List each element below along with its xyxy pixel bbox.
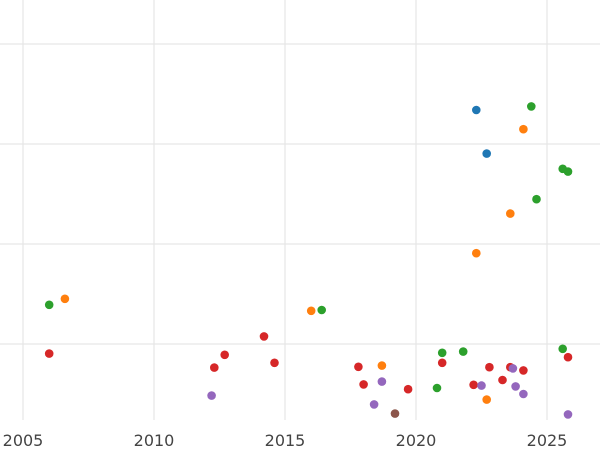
data-point-orange [306, 306, 316, 316]
data-point-purple [508, 364, 518, 373]
x-tick-labels: 2005 2010 2015 2020 2025 [3, 431, 568, 450]
data-point-orange [482, 395, 492, 404]
x-tick-label: 2025 [527, 431, 568, 450]
x-tick-label: 2005 [3, 431, 44, 450]
data-point-purple [563, 410, 573, 419]
data-point-orange [519, 124, 528, 134]
data-point-red [519, 366, 528, 375]
x-tick-label: 2010 [134, 431, 175, 450]
data-point-purple [519, 389, 528, 399]
data-point-green [532, 194, 541, 204]
data-point-orange [506, 209, 515, 218]
data-point-orange [377, 361, 387, 370]
data-point-green [437, 348, 447, 358]
data-point-red [354, 362, 363, 372]
grid-layer [0, 0, 600, 420]
data-point-red [469, 380, 478, 390]
data-point-blue [482, 149, 492, 158]
data-point-red [498, 375, 507, 385]
data-point-red [270, 358, 279, 368]
data-point-purple [511, 382, 520, 391]
data-point-orange [472, 248, 481, 258]
data-point-green [563, 167, 573, 176]
data-point-green [44, 300, 54, 310]
data-point-red [485, 362, 494, 372]
x-tick-label: 2015 [265, 431, 306, 450]
points-layer [44, 102, 573, 419]
data-point-green [458, 347, 468, 356]
data-point-purple [207, 391, 216, 400]
data-point-blue [472, 105, 481, 115]
data-point-green [432, 383, 442, 393]
data-point-red [220, 350, 229, 360]
x-tick-label: 2020 [396, 431, 437, 450]
data-point-green [317, 305, 327, 315]
data-point-red [403, 384, 413, 394]
data-point-brown [390, 409, 400, 418]
data-point-red [259, 332, 269, 341]
data-point-orange [60, 294, 70, 304]
data-point-green [558, 344, 567, 354]
data-point-purple [369, 400, 379, 409]
data-point-purple [377, 377, 387, 386]
data-point-red [437, 358, 447, 368]
data-point-red [44, 349, 54, 358]
data-point-purple [477, 381, 486, 390]
data-point-red [359, 380, 368, 389]
data-point-red [210, 363, 219, 372]
data-point-red [563, 352, 573, 362]
data-point-green [527, 102, 536, 111]
